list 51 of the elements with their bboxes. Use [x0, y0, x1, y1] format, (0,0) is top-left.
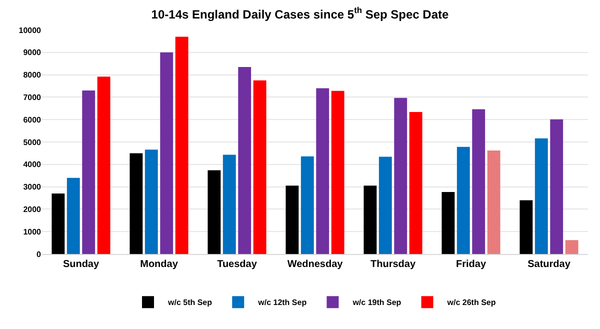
bar — [378, 156, 392, 254]
bar — [300, 156, 314, 254]
y-tick-label: 4000 — [23, 160, 42, 170]
bar — [550, 119, 564, 254]
bar — [175, 36, 188, 254]
bar — [565, 240, 578, 254]
chart-title: 10-14s England Daily Cases since 5$^{th}$ Sep Spec Date — [151, 5, 450, 22]
y-tick-label: 10000 — [18, 26, 42, 35]
bar — [238, 66, 252, 254]
bar — [286, 186, 299, 254]
x-tick-label: Wednesday — [287, 259, 344, 270]
legend-label: w/c 26th Sep — [446, 298, 496, 308]
bar — [160, 52, 174, 254]
y-tick-label: 7000 — [23, 93, 42, 102]
x-tick-label: Saturday — [528, 259, 571, 270]
x-tick-label: Thursday — [370, 259, 416, 270]
y-tick-label: 3000 — [23, 182, 42, 192]
bar — [82, 90, 96, 254]
y-tick-label: 6000 — [23, 115, 42, 124]
bar — [394, 98, 408, 254]
legend-label: w/c 19th Sep — [352, 298, 402, 308]
legend-label: w/c 12th Sep — [257, 298, 307, 308]
x-tick-label: Monday — [140, 259, 178, 270]
bar — [222, 154, 236, 254]
bar — [66, 178, 80, 254]
y-tick-label: 0 — [36, 250, 42, 259]
y-tick-label: 2000 — [23, 205, 42, 214]
bar — [456, 146, 470, 254]
x-tick-label: Friday — [456, 259, 486, 270]
bar — [52, 194, 65, 254]
x-tick-label: Sunday — [62, 259, 100, 270]
bar — [520, 200, 533, 254]
bar — [534, 138, 548, 254]
bar — [409, 112, 422, 254]
bar — [472, 109, 486, 254]
bar — [208, 170, 221, 254]
bar — [253, 80, 266, 254]
bar — [144, 150, 158, 254]
legend-label: w/c 5th Sep — [167, 298, 212, 308]
bar — [487, 150, 500, 254]
bar — [316, 88, 330, 254]
bar — [97, 76, 110, 254]
bar — [130, 153, 143, 254]
y-tick-label: 9000 — [23, 48, 42, 58]
y-tick-label: 8000 — [23, 70, 42, 80]
x-tick-label: Tuesday — [217, 259, 258, 270]
bar — [331, 90, 344, 254]
y-tick-label: 1000 — [23, 227, 42, 236]
bar — [364, 186, 377, 254]
y-tick-label: 5000 — [23, 138, 42, 147]
bar — [442, 192, 455, 254]
